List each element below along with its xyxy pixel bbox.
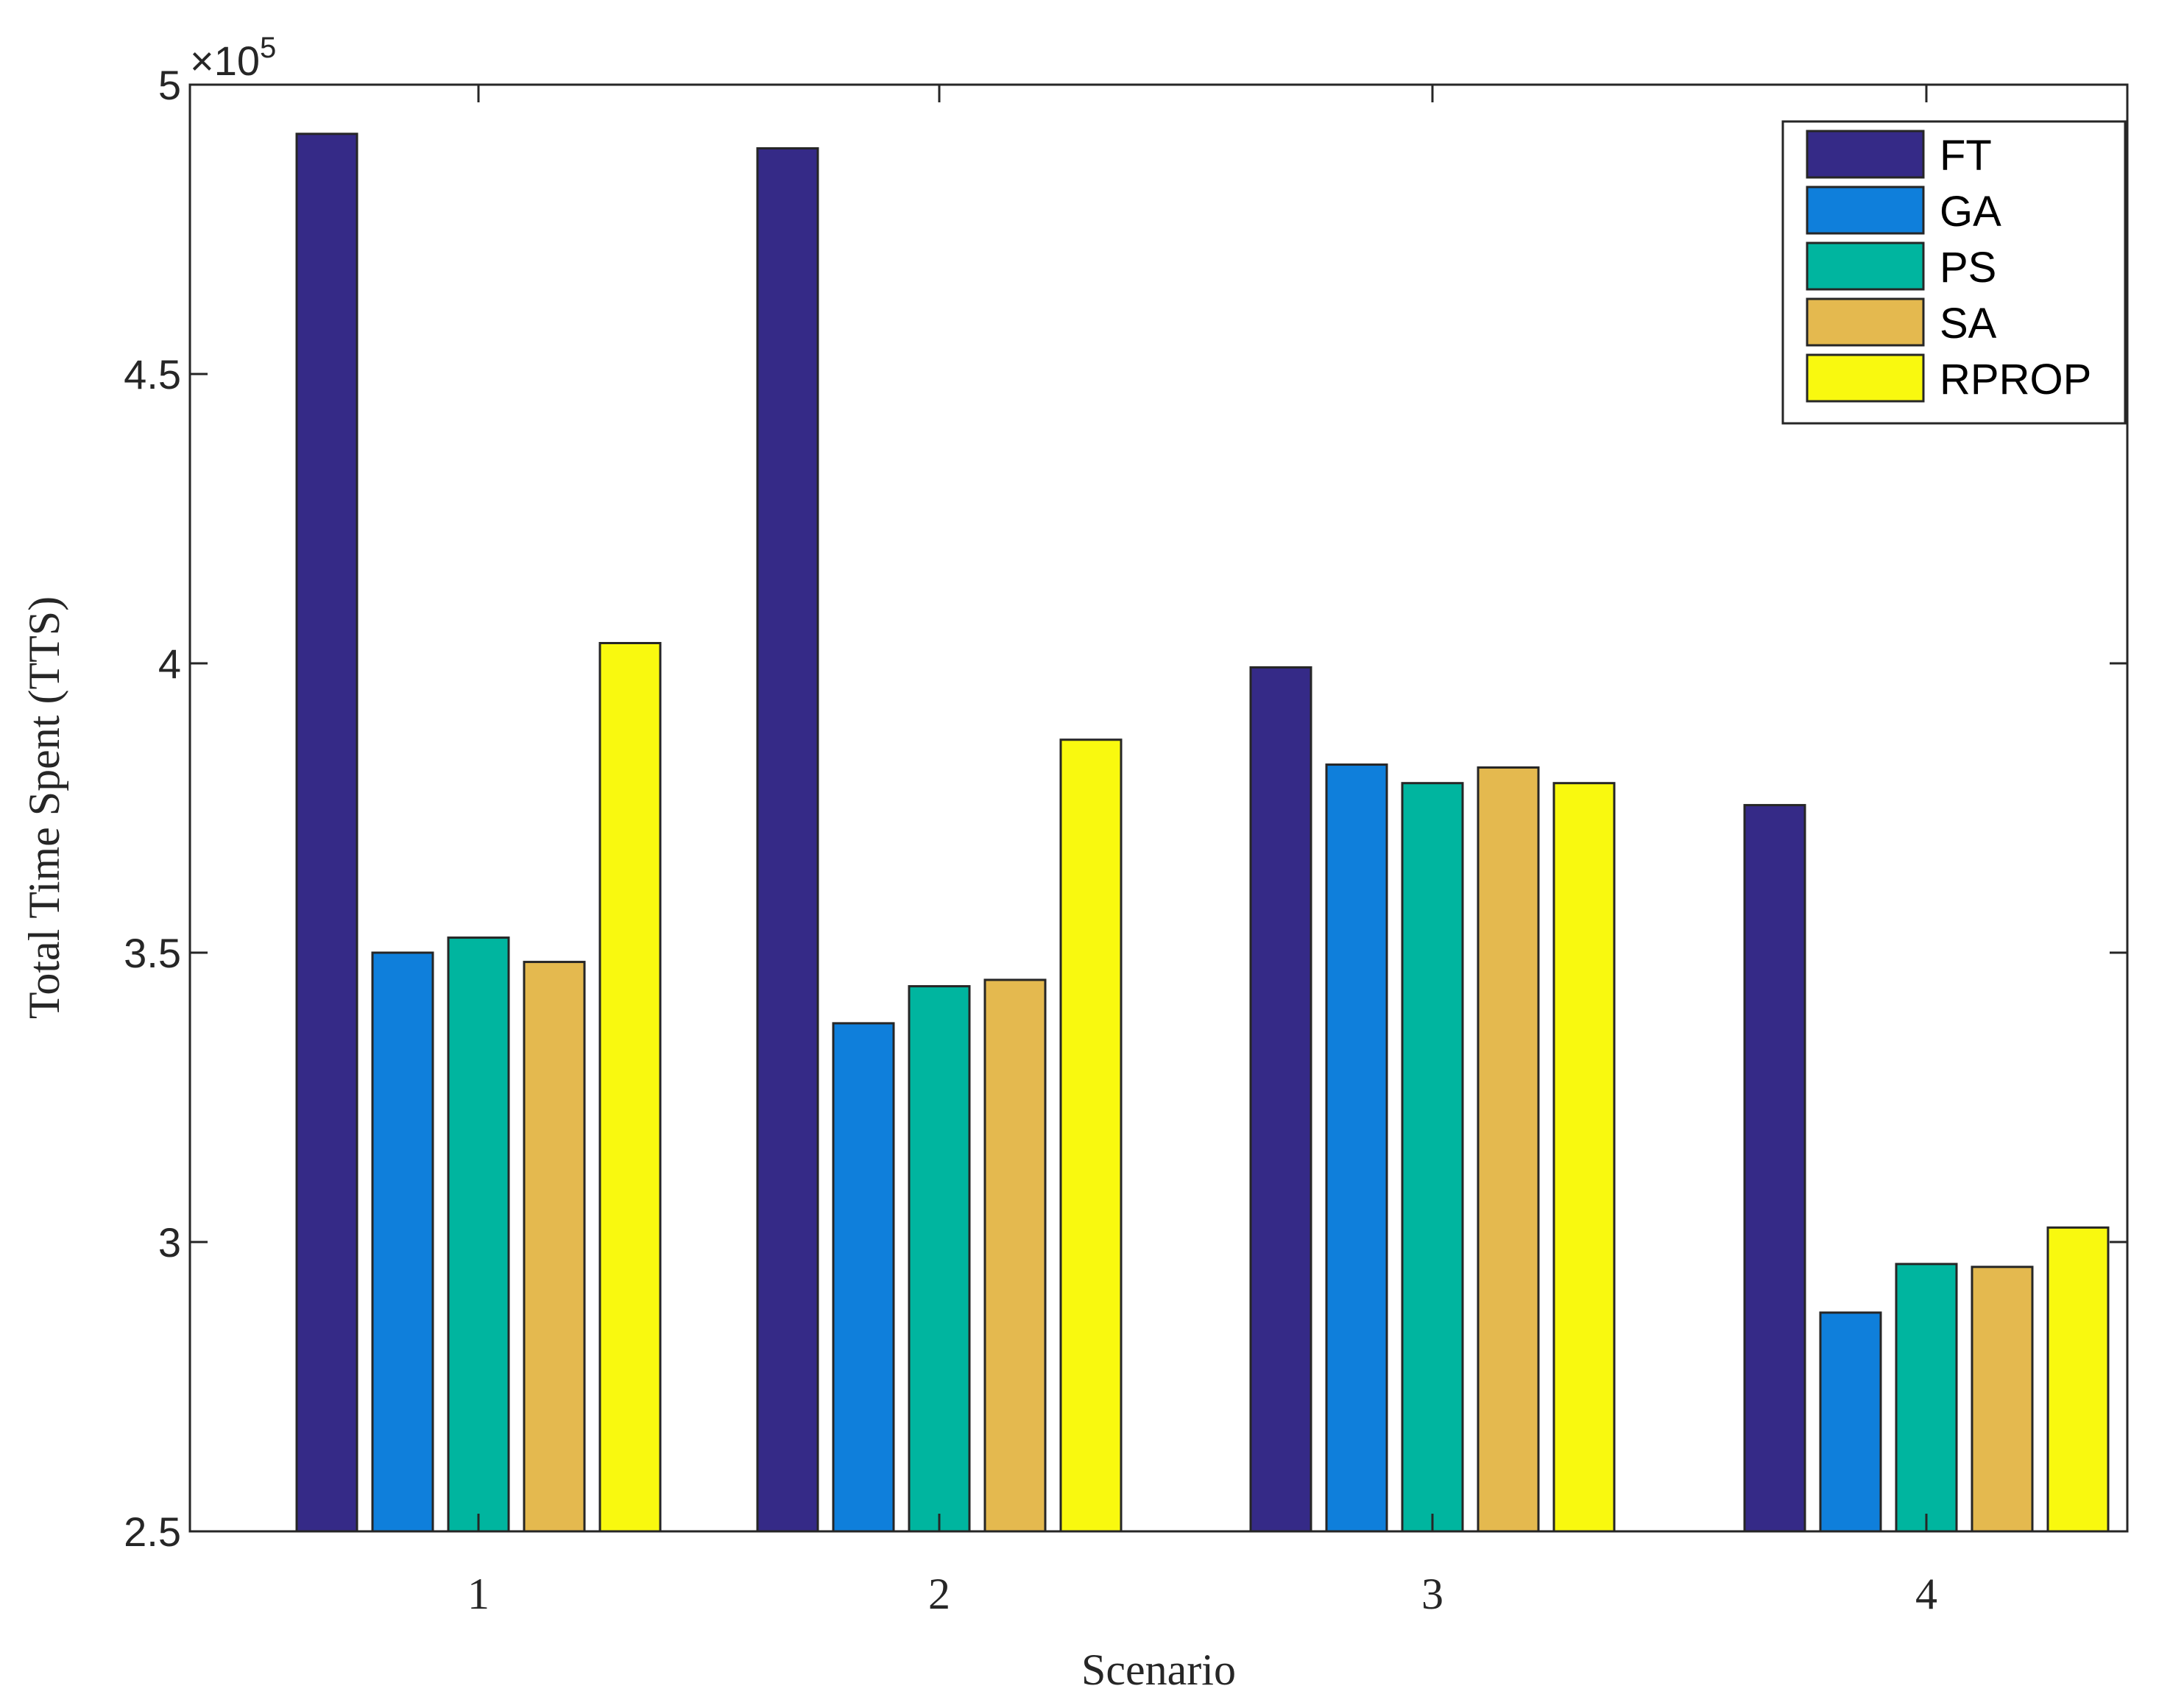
legend-label-ps: PS bbox=[1940, 244, 1996, 292]
legend-swatch-ga bbox=[1806, 186, 1925, 235]
x-tick-label: 3 bbox=[1421, 1570, 1443, 1618]
y-tick-label: 3 bbox=[158, 1219, 181, 1266]
y-axis-title: Total Time Spent (TTS) bbox=[20, 596, 68, 1019]
y-multiplier: ×105 bbox=[190, 32, 276, 84]
bar-ps-scenario-1 bbox=[447, 936, 510, 1533]
bar-sa-scenario-2 bbox=[983, 978, 1047, 1533]
x-tick-label: 1 bbox=[467, 1570, 490, 1618]
legend-swatch-ft bbox=[1806, 130, 1925, 179]
legend-label-ft: FT bbox=[1940, 132, 1992, 180]
bar-ft-scenario-2 bbox=[756, 147, 819, 1533]
x-tick-label: 2 bbox=[928, 1570, 950, 1618]
bar-ft-scenario-4 bbox=[1743, 804, 1806, 1533]
x-tick-label: 4 bbox=[1915, 1570, 1937, 1618]
axes-box bbox=[188, 83, 2129, 1533]
legend-swatch-sa bbox=[1806, 297, 1925, 347]
y-tick-label: 4 bbox=[158, 641, 181, 687]
bar-ga-scenario-4 bbox=[1819, 1311, 1882, 1533]
bar-ps-scenario-3 bbox=[1401, 782, 1464, 1533]
legend: FT GA PS SA RPROP bbox=[1781, 120, 2127, 425]
legend-swatch-rprop bbox=[1806, 353, 1925, 403]
y-multiplier-exponent: 5 bbox=[260, 32, 276, 64]
bar-ft-scenario-3 bbox=[1249, 666, 1312, 1533]
y-tick-label: 4.5 bbox=[124, 351, 181, 398]
bar-ga-scenario-3 bbox=[1325, 763, 1388, 1533]
bar-ft-scenario-1 bbox=[295, 133, 358, 1533]
legend-swatch-ps bbox=[1806, 241, 1925, 291]
bar-ps-scenario-4 bbox=[1895, 1263, 1958, 1533]
x-axis-title: Scenario bbox=[1081, 1645, 1236, 1694]
y-tick-label: 3.5 bbox=[124, 930, 181, 976]
bar-sa-scenario-1 bbox=[523, 961, 586, 1533]
legend-items: FT GA PS SA RPROP bbox=[1806, 130, 2091, 403]
bar-ga-scenario-2 bbox=[832, 1022, 895, 1533]
legend-label-ga: GA bbox=[1940, 188, 2001, 236]
y-multiplier-base: ×10 bbox=[190, 38, 260, 84]
bar-sa-scenario-4 bbox=[1971, 1266, 2034, 1533]
bar-ps-scenario-2 bbox=[908, 985, 971, 1533]
legend-label-rprop: RPROP bbox=[1940, 356, 2091, 403]
y-tick-label: 2.5 bbox=[124, 1509, 181, 1555]
bar-rprop-scenario-4 bbox=[2046, 1226, 2110, 1533]
bar-rprop-scenario-2 bbox=[1059, 738, 1123, 1533]
bar-rprop-scenario-3 bbox=[1552, 782, 1616, 1533]
bar-sa-scenario-3 bbox=[1477, 766, 1540, 1533]
legend-label-sa: SA bbox=[1940, 300, 1997, 347]
bars-layer bbox=[295, 133, 2110, 1533]
y-tick-label: 5 bbox=[158, 62, 181, 108]
bar-ga-scenario-1 bbox=[371, 951, 434, 1533]
bar-rprop-scenario-1 bbox=[598, 641, 662, 1533]
